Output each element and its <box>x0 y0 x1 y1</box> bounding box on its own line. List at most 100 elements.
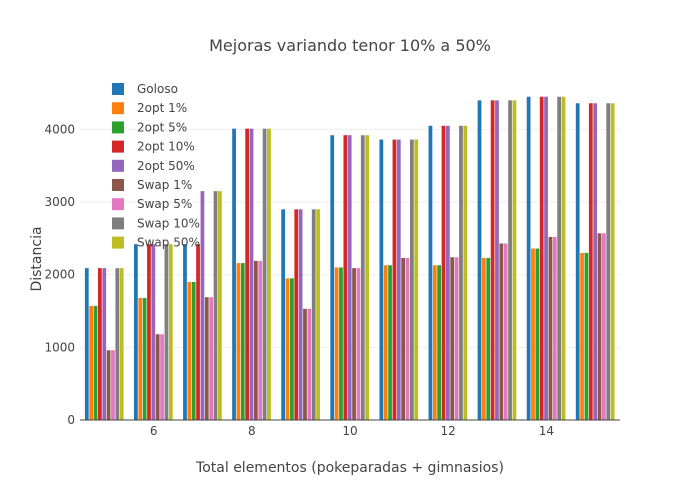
bar <box>432 265 437 420</box>
y-tick-label: 0 <box>67 413 75 427</box>
bar <box>84 268 89 420</box>
bar <box>499 243 504 420</box>
legend-label: 2opt 1% <box>137 101 187 115</box>
legend-label: Goloso <box>137 82 178 96</box>
bar <box>307 308 312 420</box>
bar <box>593 103 598 420</box>
bar <box>441 125 446 421</box>
legend-swatch <box>112 121 124 134</box>
bar <box>183 244 187 420</box>
x-tick-label: 6 <box>150 424 158 438</box>
bar <box>285 278 290 420</box>
bar <box>356 268 361 420</box>
bar <box>196 244 200 420</box>
bar <box>428 125 433 421</box>
bar <box>352 268 356 420</box>
bar <box>160 334 164 420</box>
bar <box>164 244 169 420</box>
bar <box>240 263 245 420</box>
bar <box>187 281 192 420</box>
legend-swatch <box>112 140 124 153</box>
bar <box>539 96 544 421</box>
bar <box>580 252 584 420</box>
bar <box>106 350 111 420</box>
y-tick-label: 4000 <box>44 122 75 136</box>
bar <box>396 139 401 420</box>
series-bars <box>102 96 598 421</box>
series-bars <box>106 233 602 420</box>
legend-label: Swap 50% <box>137 236 200 250</box>
bar <box>584 252 589 420</box>
bar <box>512 100 517 420</box>
bar <box>410 139 414 420</box>
bar <box>138 297 143 420</box>
bars-group <box>84 96 615 421</box>
bar <box>446 125 450 421</box>
bar <box>168 244 173 420</box>
bar <box>392 139 397 420</box>
bar <box>191 281 196 420</box>
bar <box>262 128 267 420</box>
y-tick-label: 1000 <box>44 340 75 354</box>
bar <box>477 100 482 420</box>
bar <box>482 257 486 420</box>
legend-label: Swap 10% <box>137 216 200 230</box>
bar <box>544 96 548 421</box>
x-tick-label: 14 <box>539 424 554 438</box>
series-bars <box>89 248 584 420</box>
series-bars <box>84 96 580 421</box>
legend-swatch <box>112 102 124 115</box>
bar <box>89 305 94 420</box>
bar <box>602 233 606 420</box>
legend-label: Swap 1% <box>137 178 192 192</box>
bar <box>535 248 540 420</box>
bar <box>290 278 294 420</box>
bar <box>588 103 593 420</box>
bar <box>119 268 124 420</box>
bar <box>311 209 316 420</box>
y-tick-label: 2000 <box>44 268 75 282</box>
legend-swatch <box>112 236 124 249</box>
bar <box>236 263 241 420</box>
bar <box>213 191 218 420</box>
bar <box>561 96 566 421</box>
bar <box>552 236 557 420</box>
bar <box>209 297 214 420</box>
x-axis-label: Total elementos (pokeparadas + gimnasios… <box>195 460 504 476</box>
bar <box>334 267 339 420</box>
bar <box>281 209 286 420</box>
legend-label: 2opt 5% <box>137 120 187 134</box>
legend-swatch <box>112 198 124 211</box>
bar <box>111 350 115 420</box>
legend-swatch <box>112 159 124 172</box>
legend-swatch <box>112 217 124 230</box>
bar <box>508 100 512 420</box>
legend-label: 2opt 10% <box>137 140 195 154</box>
legend-swatch <box>112 83 124 95</box>
y-axis-label: Distancia <box>29 226 45 291</box>
bar <box>575 103 580 420</box>
bar <box>204 297 209 420</box>
x-tick-labels: 6 8 10 12 14 <box>150 424 554 438</box>
series-bars <box>98 96 593 421</box>
bar <box>218 191 222 420</box>
legend-swatch <box>112 179 124 191</box>
bar <box>405 257 410 420</box>
bar <box>379 139 384 420</box>
bar <box>142 297 147 420</box>
bar <box>401 257 406 420</box>
bar <box>294 209 299 420</box>
bar <box>134 244 138 420</box>
bar <box>147 244 151 420</box>
bar <box>610 103 615 420</box>
bar <box>365 135 370 420</box>
bar <box>151 244 156 420</box>
bar <box>258 260 263 420</box>
series-bars <box>111 233 606 420</box>
bar <box>303 308 307 420</box>
bar <box>437 265 442 420</box>
bar <box>360 135 365 420</box>
bar <box>339 267 343 420</box>
bar <box>548 236 553 420</box>
